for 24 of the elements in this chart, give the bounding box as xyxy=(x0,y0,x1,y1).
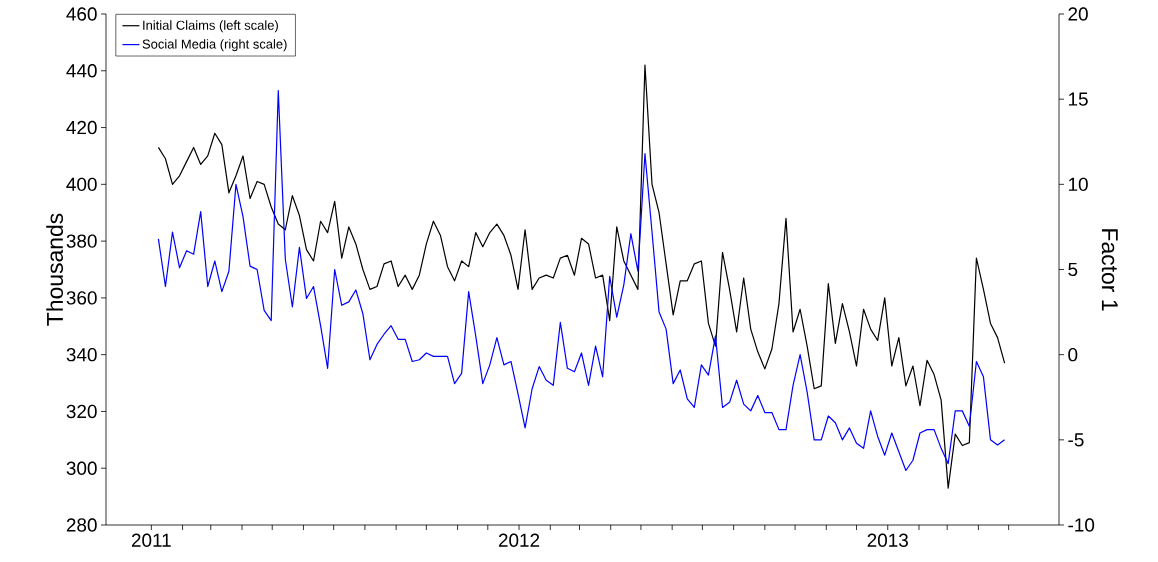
x-tick-label: 2013 xyxy=(867,533,908,547)
y-tick-label: 320 xyxy=(66,404,97,419)
y-tick-label: 420 xyxy=(66,120,97,135)
y2-tick-label: 10 xyxy=(1068,177,1088,192)
y2-tick-label: 0 xyxy=(1068,347,1078,362)
y-tick-label: 340 xyxy=(66,347,97,362)
y-tick-label: 400 xyxy=(66,177,97,192)
y2-tick-label: 20 xyxy=(1068,7,1088,21)
y-tick-label: 360 xyxy=(66,291,97,305)
y-tick-label: 440 xyxy=(66,64,97,78)
y2-tick-label: -5 xyxy=(1068,433,1084,447)
y-tick-label: 300 xyxy=(66,461,97,475)
y-tick-label: 380 xyxy=(66,234,97,248)
y2-tick-label: 15 xyxy=(1068,92,1088,106)
legend-label: Social Media (right scale) xyxy=(142,39,287,52)
y2-axis-title: Factor 1 xyxy=(1101,229,1118,311)
y2-tick-label: 5 xyxy=(1068,262,1078,277)
x-tick-label: 2011 xyxy=(131,533,171,547)
y-tick-label: 280 xyxy=(66,518,97,532)
y-tick-label: 460 xyxy=(66,7,97,21)
legend-label: Initial Claims (left scale) xyxy=(143,20,278,33)
x-tick-label: 2012 xyxy=(498,533,540,547)
y-axis-title: Thousands xyxy=(46,213,64,326)
y2-tick-label: -10 xyxy=(1068,518,1095,532)
